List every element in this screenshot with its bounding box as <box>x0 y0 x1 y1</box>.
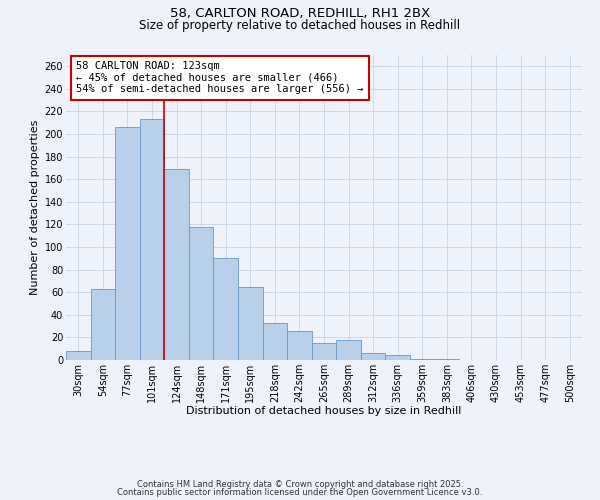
Bar <box>385 356 410 360</box>
Text: 58 CARLTON ROAD: 123sqm
← 45% of detached houses are smaller (466)
54% of semi-d: 58 CARLTON ROAD: 123sqm ← 45% of detache… <box>76 61 364 94</box>
Bar <box>91 289 115 360</box>
Bar <box>115 128 140 360</box>
Y-axis label: Number of detached properties: Number of detached properties <box>31 120 40 295</box>
X-axis label: Distribution of detached houses by size in Redhill: Distribution of detached houses by size … <box>187 406 461 416</box>
Bar <box>312 343 336 360</box>
Bar <box>287 330 312 360</box>
Bar <box>189 226 214 360</box>
Text: Size of property relative to detached houses in Redhill: Size of property relative to detached ho… <box>139 18 461 32</box>
Bar <box>361 353 385 360</box>
Text: Contains public sector information licensed under the Open Government Licence v3: Contains public sector information licen… <box>118 488 482 497</box>
Bar <box>434 359 459 360</box>
Text: 58, CARLTON ROAD, REDHILL, RH1 2BX: 58, CARLTON ROAD, REDHILL, RH1 2BX <box>170 8 430 20</box>
Bar <box>263 322 287 360</box>
Bar <box>410 359 434 360</box>
Bar <box>238 286 263 360</box>
Bar <box>66 351 91 360</box>
Bar <box>140 120 164 360</box>
Bar <box>214 258 238 360</box>
Bar <box>164 169 189 360</box>
Text: Contains HM Land Registry data © Crown copyright and database right 2025.: Contains HM Land Registry data © Crown c… <box>137 480 463 489</box>
Bar <box>336 340 361 360</box>
